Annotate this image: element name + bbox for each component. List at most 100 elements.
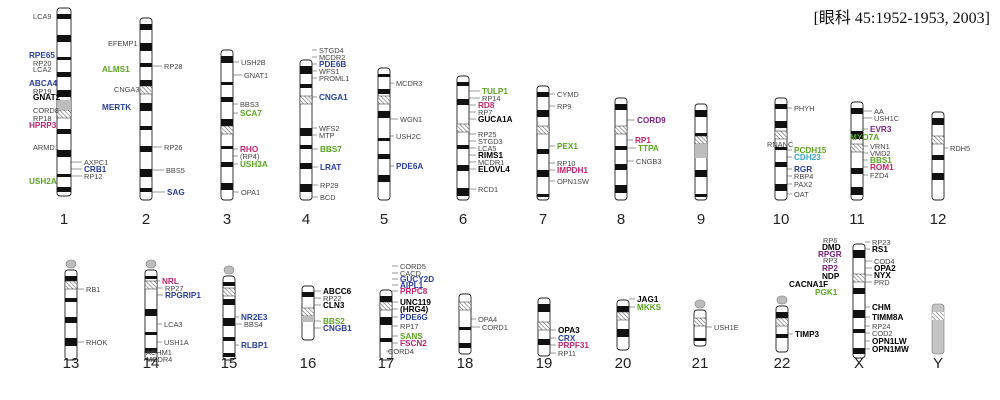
chromosome-4-band [300, 184, 312, 192]
chromosome-16-centromere [301, 307, 315, 317]
gene-label: CYMD [557, 90, 579, 99]
gene-label: BBS7 [320, 145, 342, 154]
gene-label: (HRG4) [400, 305, 428, 314]
chromosome-number: 12 [930, 211, 947, 228]
gene-label: OPN1SW [557, 177, 589, 186]
chromosome-14-band [145, 276, 157, 279]
chromosome-2-band [140, 169, 152, 177]
chromosome-13-band [65, 298, 77, 302]
chromosome-5 [377, 67, 391, 201]
gene-label: RP19 [33, 87, 52, 96]
gene-label: CDH23 [794, 153, 821, 162]
chromosome-8-centromere [614, 125, 628, 135]
chromosome-6-band [457, 145, 469, 149]
gene-label: MYO7A [850, 133, 879, 142]
gene-label: OPN1LW [872, 337, 907, 346]
gene-label: RP24 [872, 322, 891, 331]
gene-label: EFEMP1 [108, 39, 138, 48]
gene-label: RD8 [478, 101, 495, 110]
chromosome-9-band [695, 110, 707, 117]
gene-label: LCA9 [33, 12, 52, 21]
chromosome-number: 9 [697, 211, 705, 228]
chromosome-22-band [776, 334, 788, 338]
chromosome-2-band [140, 146, 152, 152]
gene-label: USH1A [164, 338, 189, 347]
chromosome-number: 13 [63, 355, 80, 372]
chromosome-6-band [457, 188, 469, 196]
chromosome-3 [220, 49, 234, 201]
chromosome-1-band [57, 72, 71, 77]
gene-label: CACNA1F [789, 280, 828, 289]
chromosome-10-band [775, 162, 787, 167]
chromosome-19-band [538, 339, 550, 345]
chromosome-5-band [378, 154, 390, 159]
gene-label: RP2 [822, 264, 838, 273]
chromosome-1-band [57, 150, 71, 157]
chromosome-10-centromere [774, 130, 788, 140]
gene-label: USH2B [241, 58, 266, 67]
gene-label: STGD4 [319, 46, 344, 55]
gene-label: CORD4 [388, 347, 414, 356]
chromosome-21 [693, 299, 707, 347]
gene-label: CORD1 [482, 323, 508, 332]
chromosome-6-body [456, 75, 470, 201]
gene-label: BBS4 [244, 320, 263, 329]
chromosome-12-centromere [931, 135, 945, 145]
gene-label: PCDH15 [794, 146, 827, 155]
chromosome-2-band [140, 80, 152, 86]
chromosome-9 [694, 103, 708, 201]
chromosome-8-band [615, 185, 627, 193]
gene-label: MERTK [102, 103, 131, 112]
chromosome-11-band [851, 131, 863, 139]
gene-label: ROM1 [870, 163, 894, 172]
chromosome-15-band [223, 337, 235, 341]
gene-label: FZD4 [870, 171, 888, 180]
chromosome-15-band [223, 299, 235, 305]
chromosome-15-band [223, 318, 235, 326]
chromosome-13-centromere [64, 280, 78, 290]
chromosome-5-band [378, 175, 390, 182]
chromosome-21-band [694, 338, 706, 341]
chromosome-number: 3 [223, 211, 231, 228]
gene-label: RP22 [323, 294, 342, 303]
chromosome-16-heterochromatin [302, 316, 314, 322]
gene-label: MCDR2 [319, 53, 345, 62]
chromosome-3-band [221, 146, 233, 149]
gene-label: MTP [319, 131, 335, 140]
chromosome-X-centromere [852, 273, 866, 283]
chromosome-10-band [775, 104, 787, 109]
gene-label: ABCA4 [29, 79, 58, 88]
gene-label: FSCN2 [400, 339, 427, 348]
chromosome-10-band [775, 184, 787, 191]
gene-label: PRPF31 [558, 341, 589, 350]
chromosome-12-band [932, 173, 944, 180]
chromosome-4-band [300, 128, 312, 136]
gene-label: CNGB1 [323, 324, 352, 333]
chromosome-number: Y [933, 355, 943, 372]
gene-label: CACD [400, 269, 421, 278]
gene-label: RB1 [86, 285, 100, 294]
chromosome-7 [536, 85, 550, 201]
gene-label: WFS2 [319, 124, 340, 133]
gene-label: RP20 [33, 59, 52, 68]
gene-label: RP17 [400, 322, 419, 331]
chromosome-3-centromere [220, 125, 234, 135]
chromosome-22 [775, 295, 789, 353]
chromosome-11-band [851, 108, 863, 114]
chromosome-20 [616, 299, 630, 351]
chromosome-14-band [145, 332, 157, 335]
gene-label: ARMD1 [33, 143, 59, 152]
gene-label: USH2C [396, 132, 422, 141]
gene-label: CRB1 [84, 165, 107, 174]
gene-label: COD2 [872, 329, 893, 338]
gene-label: AIPL1 [400, 281, 424, 290]
chromosome-12-band [932, 118, 944, 125]
chromosome-9-band [695, 194, 707, 197]
chromosome-3-band [221, 56, 233, 63]
gene-label: RP18 [33, 114, 52, 123]
chromosome-8 [614, 97, 628, 201]
chromosome-18-band [459, 343, 471, 348]
gene-label: PDE6A [396, 162, 423, 171]
chromosome-number: 19 [536, 355, 553, 372]
